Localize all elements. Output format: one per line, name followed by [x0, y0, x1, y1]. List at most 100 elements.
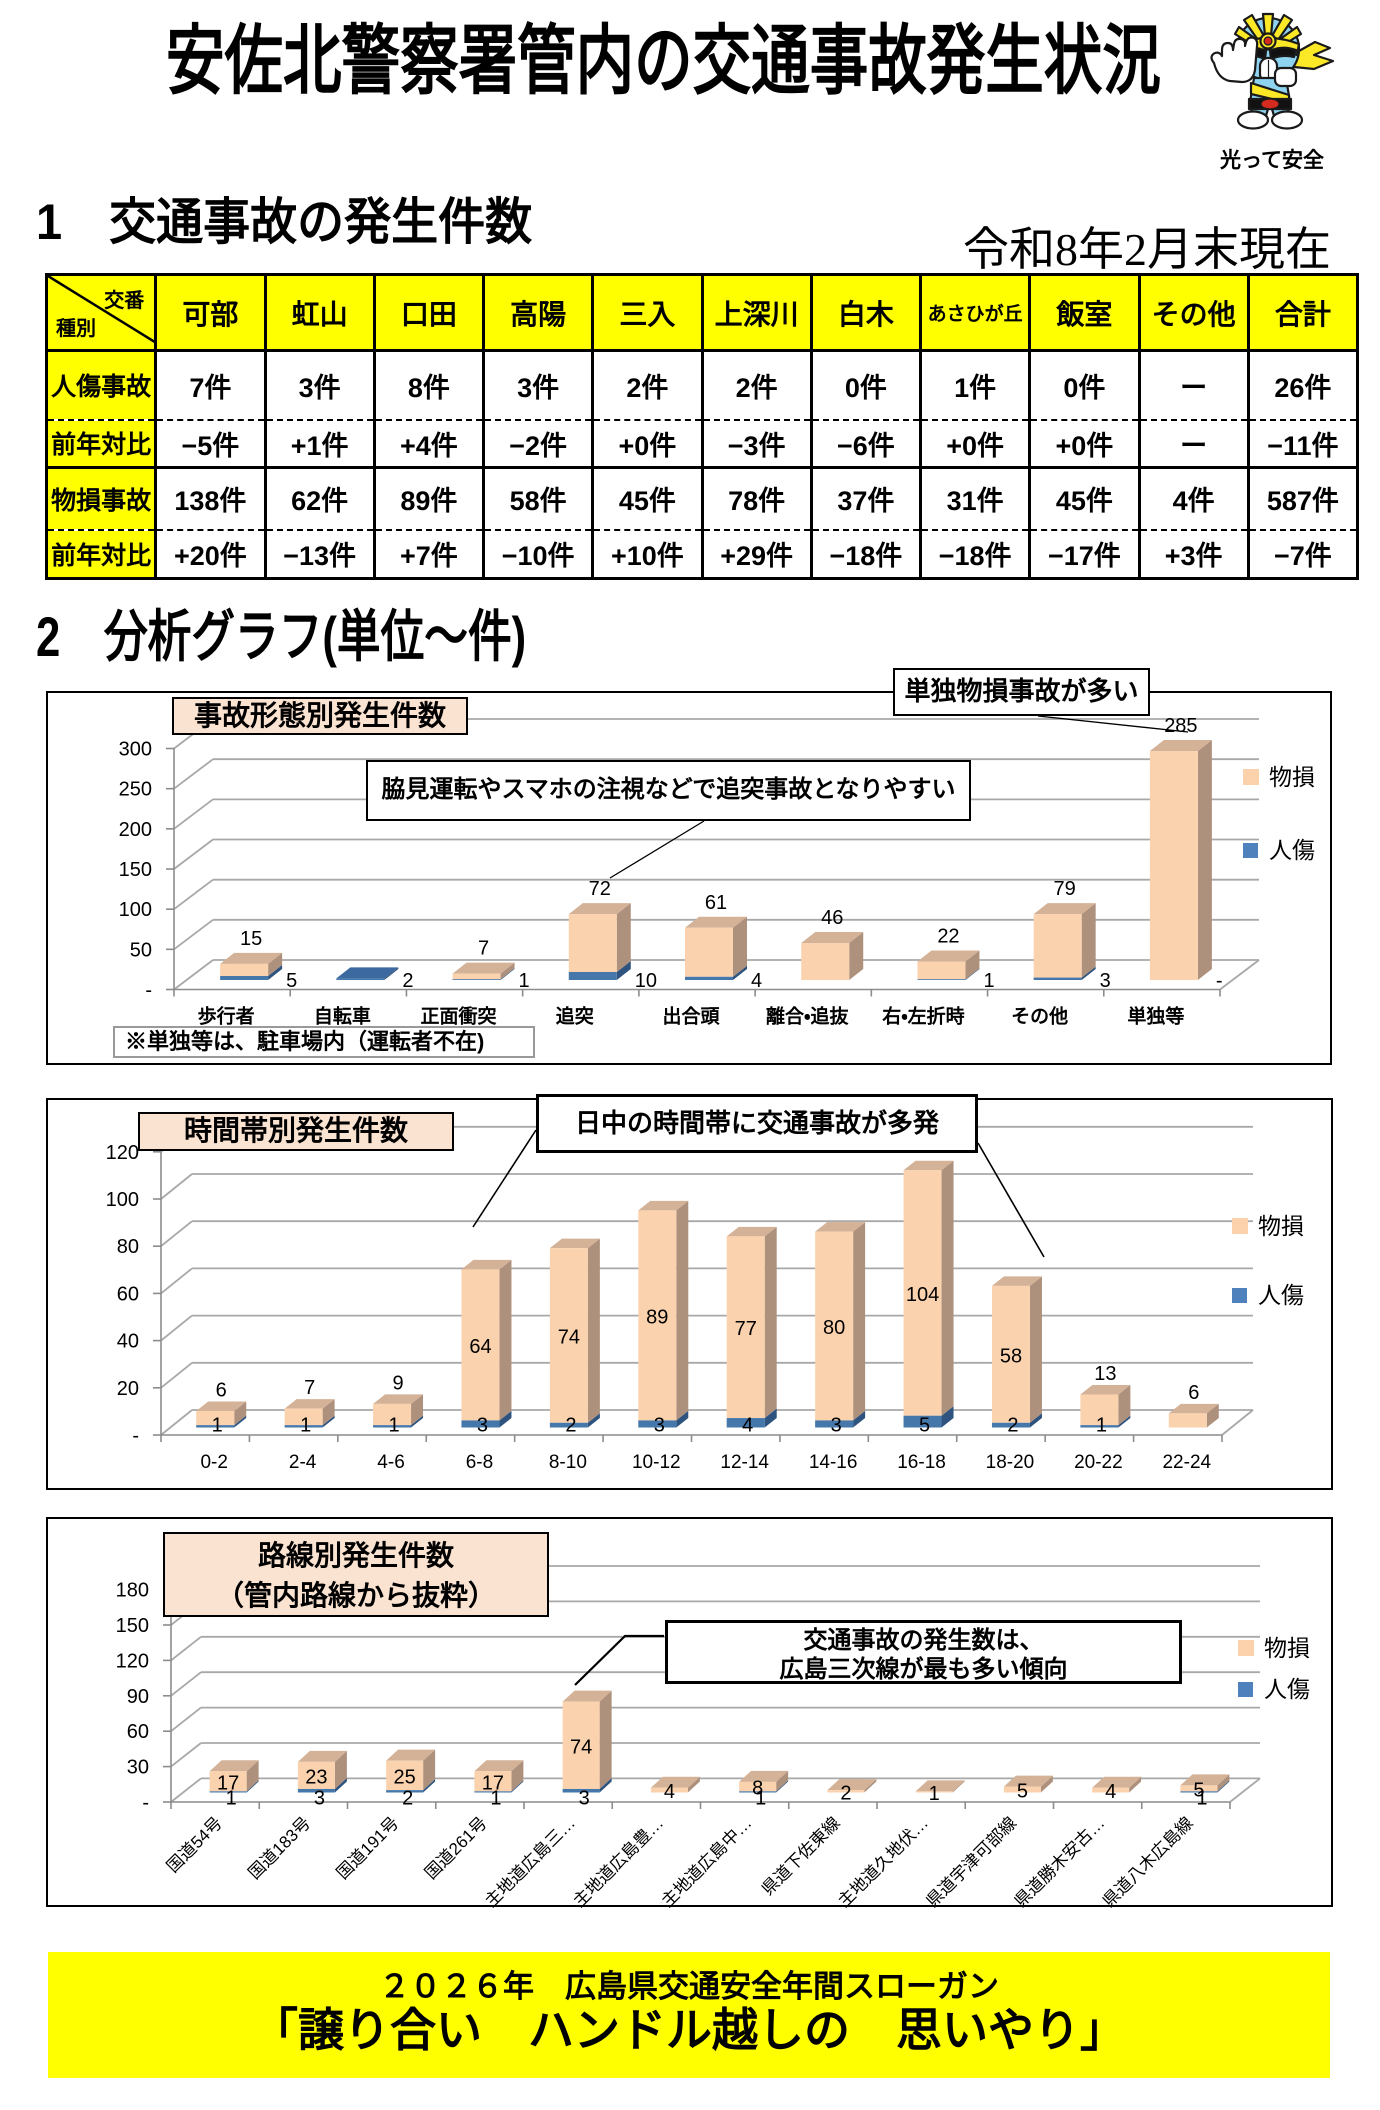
svg-text:1: 1 — [212, 1415, 223, 1437]
svg-text:1: 1 — [388, 1415, 399, 1437]
svg-text:72: 72 — [589, 878, 611, 900]
svg-text:120: 120 — [106, 1142, 139, 1164]
svg-text:2-4: 2-4 — [289, 1452, 317, 1473]
svg-text:自転車: 自転車 — [314, 1005, 371, 1028]
svg-text:県道八木広島線: 県道八木広島線 — [1099, 1813, 1197, 1911]
svg-text:4: 4 — [742, 1415, 753, 1437]
svg-text:3: 3 — [1100, 970, 1111, 992]
svg-text:61: 61 — [705, 892, 727, 914]
svg-text:285: 285 — [1164, 715, 1197, 737]
svg-text:物損: 物損 — [1258, 1213, 1304, 1239]
svg-text:8: 8 — [752, 1778, 763, 1800]
svg-text:100: 100 — [119, 899, 152, 921]
svg-text:物損: 物損 — [1269, 764, 1315, 790]
svg-text:県道下佐東線: 県道下佐東線 — [758, 1813, 844, 1899]
svg-text:100: 100 — [106, 1189, 139, 1211]
svg-text:1: 1 — [1196, 1788, 1207, 1810]
svg-text:20: 20 — [117, 1378, 139, 1400]
svg-text:国道261号: 国道261号 — [421, 1813, 491, 1883]
svg-text:その他: その他 — [1011, 1005, 1068, 1028]
svg-text:1: 1 — [983, 970, 994, 992]
svg-text:2: 2 — [565, 1415, 576, 1437]
svg-text:正面衝突: 正面衝突 — [421, 1005, 497, 1028]
svg-text:5: 5 — [1017, 1781, 1028, 1803]
svg-text:6: 6 — [216, 1379, 227, 1401]
svg-text:4: 4 — [664, 1781, 675, 1803]
svg-text:60: 60 — [127, 1721, 149, 1743]
svg-text:250: 250 — [119, 779, 152, 801]
svg-text:104: 104 — [906, 1284, 939, 1306]
svg-text:3: 3 — [314, 1788, 325, 1810]
svg-text:77: 77 — [735, 1318, 757, 1340]
svg-text:79: 79 — [1054, 878, 1076, 900]
svg-text:18-20: 18-20 — [986, 1452, 1035, 1473]
svg-text:2: 2 — [840, 1782, 851, 1804]
svg-text:10: 10 — [635, 970, 657, 992]
svg-text:国道191号: 国道191号 — [333, 1813, 403, 1883]
svg-text:3: 3 — [831, 1415, 842, 1437]
svg-text:1: 1 — [490, 1788, 501, 1810]
svg-text:17: 17 — [482, 1772, 504, 1794]
svg-text:5: 5 — [919, 1415, 930, 1437]
svg-text:50: 50 — [130, 939, 152, 961]
svg-text:22-24: 22-24 — [1162, 1452, 1211, 1473]
svg-text:主地道広島三…: 主地道広島三… — [481, 1813, 579, 1911]
svg-text:80: 80 — [117, 1236, 139, 1258]
svg-text:3: 3 — [579, 1788, 590, 1810]
svg-text:5: 5 — [286, 970, 297, 992]
svg-text:1: 1 — [300, 1415, 311, 1437]
svg-text:64: 64 — [469, 1336, 491, 1358]
svg-text:離合・追抜: 離合・追抜 — [766, 1005, 849, 1028]
svg-text:4: 4 — [1105, 1781, 1116, 1803]
svg-text:89: 89 — [646, 1306, 668, 1328]
svg-text:1: 1 — [755, 1788, 766, 1810]
svg-text:23: 23 — [305, 1766, 327, 1788]
svg-text:県道勝木安古…: 県道勝木安古… — [1011, 1813, 1109, 1911]
svg-text:5: 5 — [1193, 1779, 1204, 1801]
svg-text:10-12: 10-12 — [632, 1452, 681, 1473]
svg-text:90: 90 — [127, 1686, 149, 1708]
svg-text:15: 15 — [240, 928, 262, 950]
svg-text:県道宇津可部線: 県道宇津可部線 — [923, 1813, 1021, 1911]
svg-text:60: 60 — [117, 1283, 139, 1305]
svg-text:主地道広島豊…: 主地道広島豊… — [570, 1813, 668, 1911]
svg-text:4: 4 — [751, 970, 762, 992]
svg-text:0-2: 0-2 — [200, 1452, 227, 1473]
svg-text:6: 6 — [1188, 1382, 1199, 1404]
svg-text:20-22: 20-22 — [1074, 1452, 1123, 1473]
svg-text:30: 30 — [127, 1757, 149, 1779]
svg-text:13: 13 — [1094, 1363, 1116, 1385]
svg-text:歩行者: 歩行者 — [198, 1005, 255, 1028]
svg-text:人傷: 人傷 — [1258, 1282, 1304, 1308]
svg-text:-: - — [145, 980, 152, 1002]
svg-text:右・左折時: 右・左折時 — [881, 1005, 964, 1028]
svg-text:1: 1 — [929, 1783, 940, 1805]
svg-text:74: 74 — [558, 1326, 580, 1348]
svg-text:58: 58 — [1000, 1345, 1022, 1367]
svg-text:22: 22 — [937, 926, 959, 948]
svg-text:出合頭: 出合頭 — [662, 1006, 720, 1028]
svg-text:12-14: 12-14 — [720, 1452, 769, 1473]
svg-text:14-16: 14-16 — [809, 1452, 858, 1473]
svg-text:4-6: 4-6 — [377, 1452, 404, 1473]
svg-text:人傷: 人傷 — [1264, 1676, 1310, 1702]
svg-text:180: 180 — [116, 1580, 149, 1602]
svg-text:1: 1 — [519, 970, 530, 992]
svg-text:主地道久地伏…: 主地道久地伏… — [834, 1813, 932, 1911]
svg-text:-: - — [132, 1425, 139, 1447]
svg-text:物損: 物損 — [1264, 1635, 1310, 1661]
svg-text:国道183号: 国道183号 — [245, 1813, 315, 1883]
svg-text:7: 7 — [478, 938, 489, 960]
svg-text:追突: 追突 — [556, 1005, 594, 1028]
svg-text:2: 2 — [402, 1788, 413, 1810]
svg-text:6-8: 6-8 — [466, 1452, 493, 1473]
svg-text:主地道広島中…: 主地道広島中… — [658, 1813, 756, 1911]
svg-text:3: 3 — [477, 1415, 488, 1437]
svg-text:300: 300 — [119, 739, 152, 761]
svg-text:150: 150 — [116, 1615, 149, 1637]
svg-text:150: 150 — [119, 859, 152, 881]
svg-text:人傷: 人傷 — [1269, 837, 1315, 863]
svg-text:9: 9 — [392, 1372, 403, 1394]
svg-text:200: 200 — [119, 819, 152, 841]
svg-text:17: 17 — [217, 1772, 239, 1794]
